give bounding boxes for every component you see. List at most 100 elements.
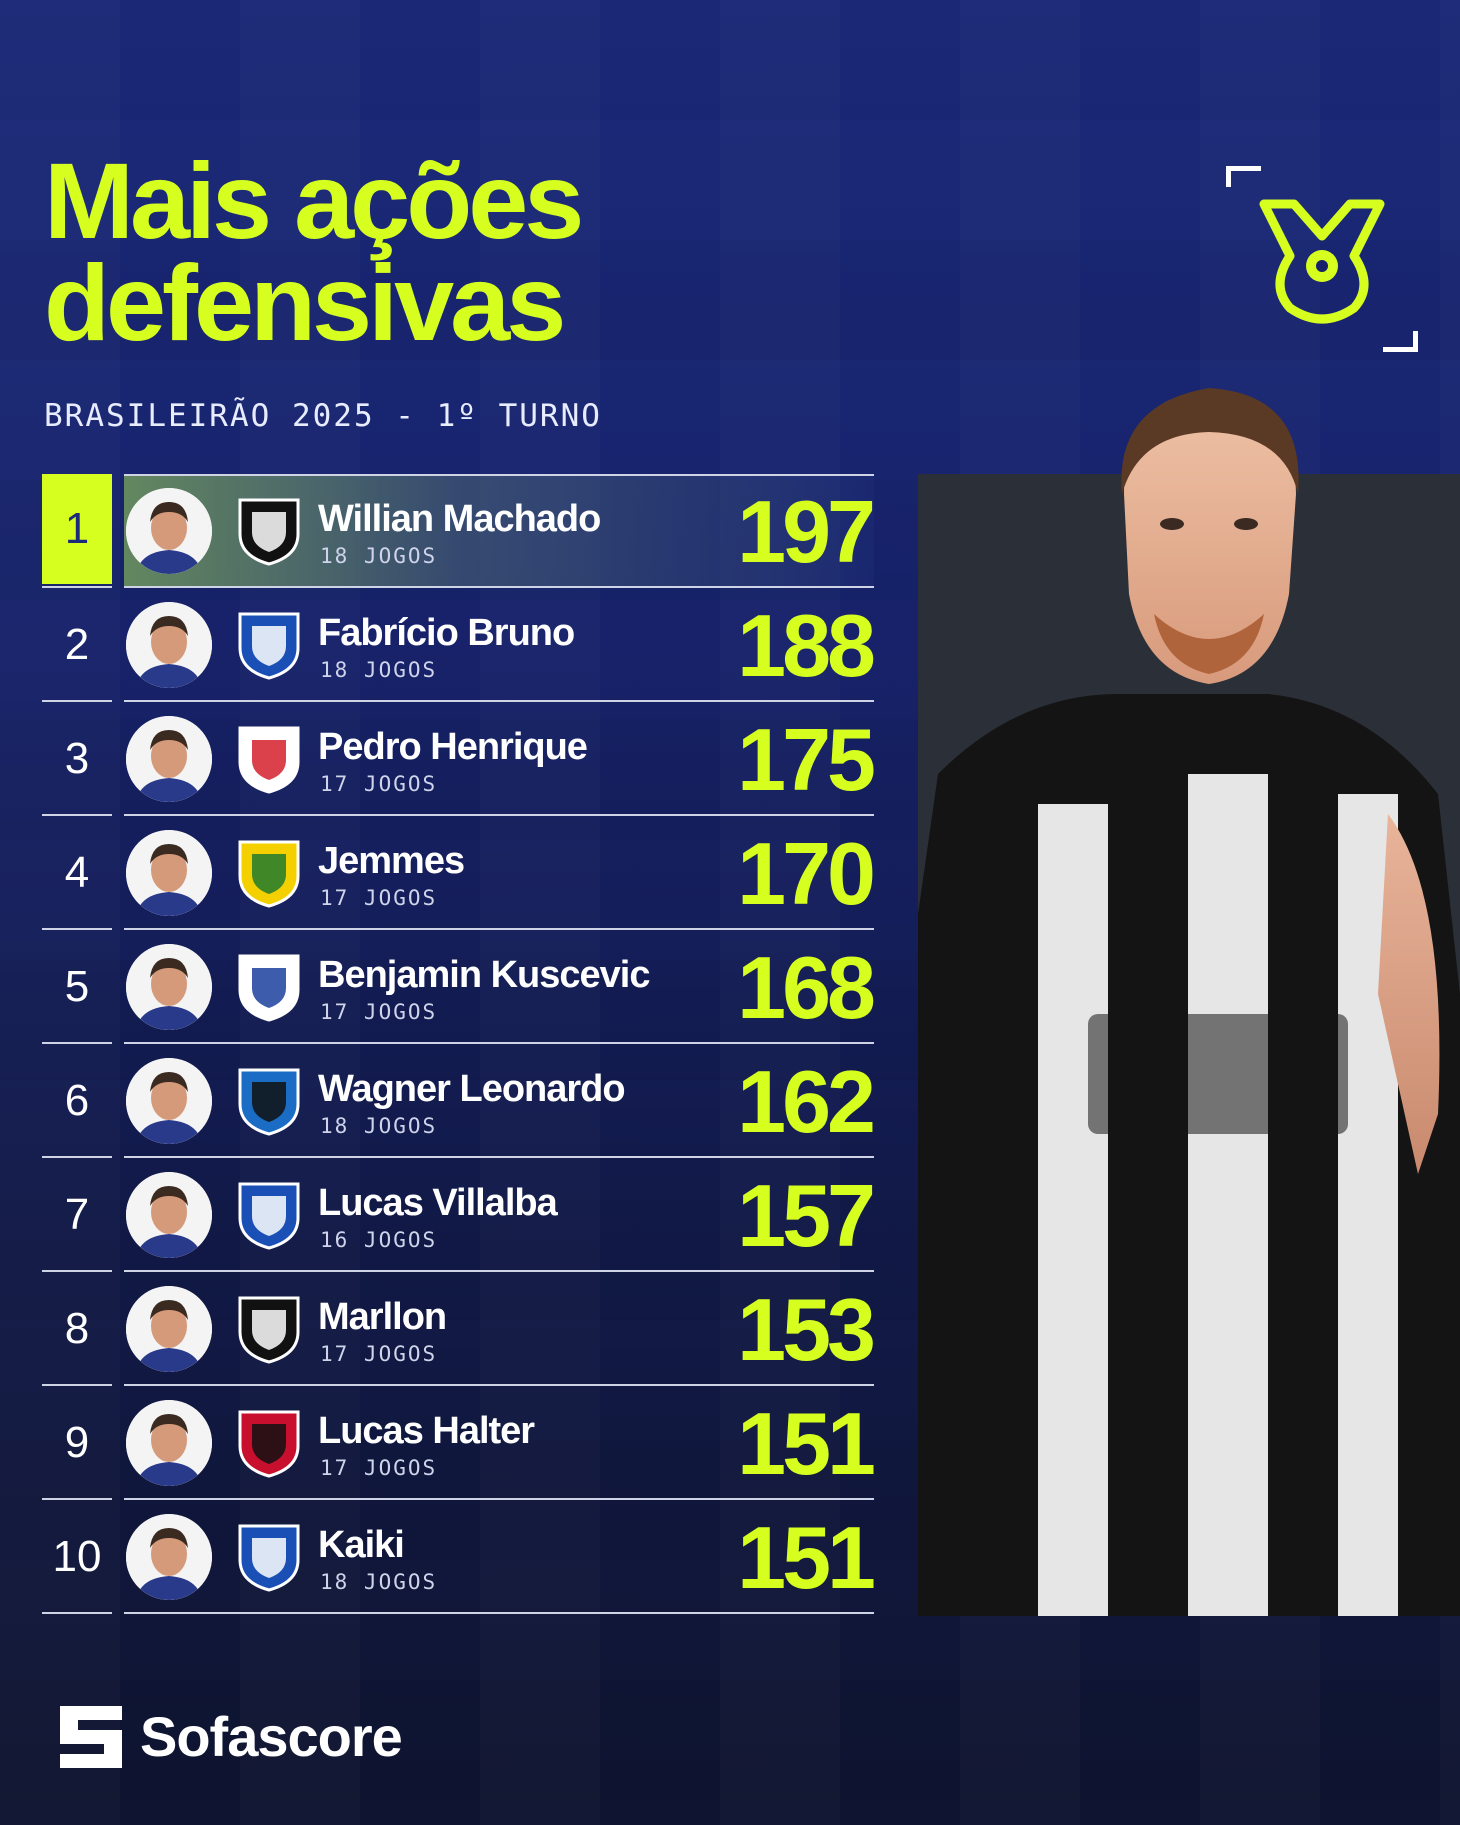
player-avatar bbox=[126, 1172, 212, 1258]
games-played: 18 JOGOS bbox=[320, 658, 438, 682]
table-row: 8 Marllon 17 JOGOS 153 bbox=[42, 1272, 876, 1386]
defensive-actions-value: 170 bbox=[737, 824, 876, 923]
defensive-actions-value: 153 bbox=[737, 1280, 876, 1379]
ceara-crest-icon bbox=[232, 1292, 306, 1366]
player-avatar bbox=[126, 1400, 212, 1486]
rank-number: 1 bbox=[42, 474, 112, 584]
rank-number: 5 bbox=[64, 962, 90, 1011]
player-avatar bbox=[126, 716, 212, 802]
fortaleza-crest-icon bbox=[232, 950, 306, 1024]
rank-divider bbox=[42, 814, 112, 816]
rank-divider bbox=[42, 700, 112, 702]
player-name: Lucas Halter bbox=[318, 1410, 535, 1452]
player-name: Willian Machado bbox=[318, 498, 601, 540]
games-played: 16 JOGOS bbox=[320, 1228, 438, 1252]
rank-divider bbox=[42, 586, 112, 588]
table-row: 1 Willian Machado 18 JOGOS 197 bbox=[42, 474, 876, 588]
sofascore-icon bbox=[60, 1705, 122, 1768]
red-bull-bragantino-crest-icon bbox=[232, 722, 306, 796]
rank-number: 8 bbox=[64, 1304, 90, 1353]
row-divider bbox=[124, 814, 874, 816]
row-divider bbox=[124, 1156, 874, 1158]
row-divider bbox=[124, 1384, 874, 1386]
cruzeiro-crest-icon bbox=[232, 1178, 306, 1252]
row-divider bbox=[124, 586, 874, 588]
defensive-actions-value: 151 bbox=[737, 1508, 876, 1607]
player-jersey-illustration bbox=[918, 474, 1460, 1616]
player-avatar bbox=[126, 1058, 212, 1144]
rank-number: 4 bbox=[64, 848, 90, 897]
defensive-actions-value: 168 bbox=[737, 938, 876, 1037]
table-row: 4 Jemmes 17 JOGOS 170 bbox=[42, 816, 876, 930]
games-played: 17 JOGOS bbox=[320, 886, 438, 910]
page-title: Mais ações defensivas bbox=[44, 140, 584, 363]
title-line-2: defensivas bbox=[44, 242, 566, 363]
defensive-actions-value: 151 bbox=[737, 1394, 876, 1493]
ceara-crest-icon bbox=[232, 494, 306, 568]
table-row: 6 Wagner Leonardo 18 JOGOS 162 bbox=[42, 1044, 876, 1158]
player-avatar bbox=[126, 1286, 212, 1372]
rank-divider bbox=[42, 1612, 112, 1614]
player-photo bbox=[918, 474, 1460, 1616]
defensive-actions-value: 188 bbox=[737, 596, 876, 695]
row-divider bbox=[124, 1270, 874, 1272]
row-divider bbox=[124, 1498, 874, 1500]
ranking-list: 1 Willian Machado 18 JOGOS 197 2 bbox=[42, 474, 876, 1614]
player-name: Pedro Henrique bbox=[318, 726, 588, 768]
player-name: Fabrício Bruno bbox=[318, 612, 575, 654]
row-divider bbox=[124, 1042, 874, 1044]
rank-divider bbox=[42, 1384, 112, 1386]
vitoria-crest-icon bbox=[232, 1406, 306, 1480]
rank-divider bbox=[42, 1270, 112, 1272]
brand-name: Sofascore bbox=[140, 1705, 403, 1768]
mirassol-crest-icon bbox=[232, 836, 306, 910]
cruzeiro-crest-icon bbox=[232, 1520, 306, 1594]
player-name: Wagner Leonardo bbox=[318, 1068, 626, 1110]
games-played: 18 JOGOS bbox=[320, 1570, 438, 1594]
row-divider bbox=[124, 474, 874, 476]
table-row: 9 Lucas Halter 17 JOGOS 151 bbox=[42, 1386, 876, 1500]
rank-number: 9 bbox=[64, 1418, 90, 1467]
rank-divider bbox=[42, 1042, 112, 1044]
rank-divider bbox=[42, 928, 112, 930]
rank-number: 6 bbox=[64, 1076, 90, 1125]
player-avatar bbox=[126, 602, 212, 688]
table-row: 10 Kaiki 18 JOGOS 151 bbox=[42, 1500, 876, 1614]
row-divider bbox=[124, 700, 874, 702]
table-row: 3 Pedro Henrique 17 JOGOS 175 bbox=[42, 702, 876, 816]
player-name: Kaiki bbox=[318, 1524, 405, 1566]
title-line-1: Mais ações bbox=[44, 140, 584, 261]
player-avatar bbox=[126, 830, 212, 916]
subtitle: BRASILEIRÃO 2025 - 1º TURNO bbox=[44, 398, 602, 434]
frame-corner-top-left bbox=[1226, 166, 1261, 187]
rank-number: 2 bbox=[64, 620, 90, 669]
rank-number: 3 bbox=[64, 734, 90, 783]
player-name: Benjamin Kuscevic bbox=[318, 954, 650, 996]
games-played: 17 JOGOS bbox=[320, 1342, 438, 1366]
gremio-crest-icon bbox=[232, 1064, 306, 1138]
games-played: 17 JOGOS bbox=[320, 772, 438, 796]
player-avatar bbox=[126, 1514, 212, 1600]
rank-number: 7 bbox=[64, 1190, 90, 1239]
row-divider bbox=[124, 1612, 874, 1614]
table-row: 5 Benjamin Kuscevic 17 JOGOS 168 bbox=[42, 930, 876, 1044]
table-row: 2 Fabrício Bruno 18 JOGOS 188 bbox=[42, 588, 876, 702]
frame-corner-bottom-right bbox=[1383, 331, 1418, 352]
brasileirao-league-icon bbox=[1259, 199, 1385, 324]
defensive-actions-value: 197 bbox=[737, 482, 876, 581]
defensive-actions-value: 157 bbox=[737, 1166, 876, 1265]
defensive-actions-value: 162 bbox=[737, 1052, 876, 1151]
player-avatar bbox=[126, 944, 212, 1030]
footer-brand: Sofascore bbox=[60, 1704, 403, 1769]
player-avatar bbox=[126, 488, 212, 574]
games-played: 17 JOGOS bbox=[320, 1456, 438, 1480]
rank-divider bbox=[42, 1156, 112, 1158]
table-row: 7 Lucas Villalba 16 JOGOS 157 bbox=[42, 1158, 876, 1272]
rank-divider bbox=[42, 1498, 112, 1500]
league-logo bbox=[1222, 164, 1422, 354]
games-played: 17 JOGOS bbox=[320, 1000, 438, 1024]
player-head-illustration bbox=[1121, 388, 1299, 684]
cruzeiro-crest-icon bbox=[232, 608, 306, 682]
player-name: Marllon bbox=[318, 1296, 447, 1338]
player-name: Jemmes bbox=[318, 840, 465, 882]
